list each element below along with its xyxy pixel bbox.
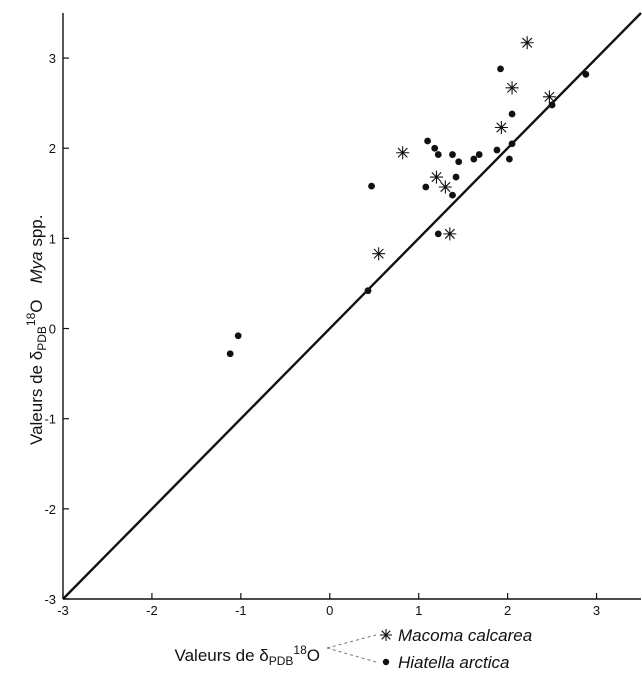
legend: Macoma calcarea Hiatella arctica	[326, 626, 532, 672]
macoma-point	[438, 180, 452, 194]
macoma-point	[429, 170, 443, 184]
x-tick-label: 1	[415, 603, 422, 618]
y-tick-label: 2	[49, 141, 56, 156]
hiatella-point	[452, 173, 460, 181]
hiatella-point	[475, 151, 483, 158]
legend-label-hiatella: Hiatella arctica	[398, 653, 510, 672]
hiatella-point	[434, 230, 442, 238]
legend-dot-icon	[382, 658, 390, 666]
x-axis-title: Valeurs de δPDB18O	[175, 643, 320, 668]
macoma-point	[396, 146, 410, 160]
hiatella-point	[364, 287, 372, 295]
y-axis-title: Valeurs de δPDB18OMya spp.	[24, 215, 49, 445]
y-tick-label: 1	[49, 231, 56, 246]
y-tick-label: -2	[44, 502, 56, 517]
x-tick-label: -1	[235, 603, 247, 618]
x-tick-label: 3	[593, 603, 600, 618]
reference-line	[62, 12, 642, 600]
y-tick-label: 0	[49, 322, 56, 337]
hiatella-point	[449, 151, 456, 158]
macoma-point	[542, 90, 556, 104]
hiatella-point	[493, 146, 501, 154]
data-points	[226, 36, 590, 358]
hiatella-point	[455, 158, 463, 166]
legend-box: Macoma calcarea Hiatella arctica	[326, 626, 532, 672]
hiatella-point	[226, 350, 234, 358]
hiatella-point	[434, 151, 442, 158]
hiatella-point	[422, 183, 430, 191]
hiatella-point	[431, 144, 439, 152]
x-tick-label: -3	[57, 603, 69, 618]
legend-bracket	[326, 634, 377, 663]
macoma-point	[505, 81, 519, 95]
macoma-point	[443, 227, 457, 241]
hiatella-point	[497, 65, 504, 73]
hiatella-point	[470, 155, 478, 163]
y-tick-label: -1	[44, 412, 56, 427]
hiatella-point	[548, 101, 556, 109]
axis-labels: Valeurs de δPDB18OMya spp. Valeurs de δPD…	[24, 215, 320, 668]
hiatella-point	[582, 70, 590, 78]
hiatella-point	[508, 140, 516, 148]
hiatella-point	[505, 155, 513, 163]
y-tick-label: 3	[49, 51, 56, 66]
x-tick-label: 0	[326, 603, 333, 618]
svg-text:Valeurs de δPDB18OMya spp.: Valeurs de δPDB18OMya spp.	[24, 215, 49, 445]
macoma-point	[372, 247, 386, 261]
hiatella-point	[508, 110, 516, 118]
y-tick-label: -3	[44, 592, 56, 607]
hiatella-point	[449, 191, 456, 199]
macoma-point	[494, 120, 508, 134]
x-tick-label: -2	[146, 603, 158, 618]
one-to-one-line	[62, 12, 642, 600]
macoma-point	[520, 36, 534, 50]
legend-label-macoma: Macoma calcarea	[398, 626, 532, 645]
hiatella-point	[234, 332, 242, 340]
axes: -3 -2 -1 0 1 2 3 -3 -2 -1 0 1 2 3	[44, 13, 641, 618]
legend-asterisk-icon	[380, 629, 392, 641]
x-tick-label: 2	[504, 603, 511, 618]
hiatella-point	[368, 182, 375, 190]
hiatella-point	[424, 137, 431, 145]
